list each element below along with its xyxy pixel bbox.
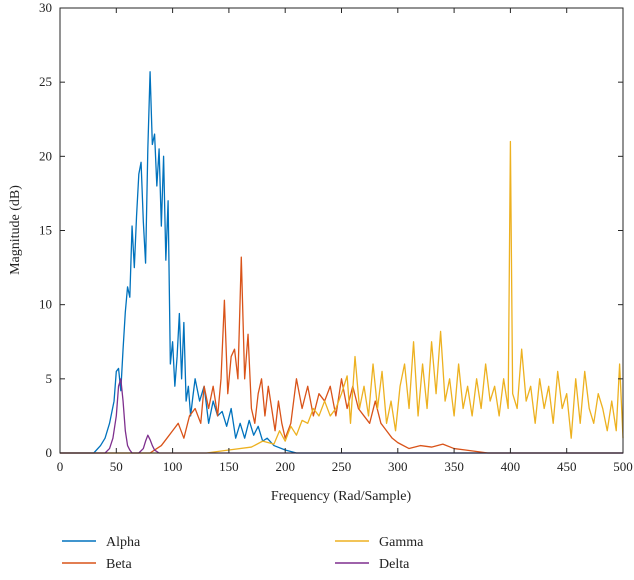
tick-layer: 0 50 100 150 200 250 300 350 400 450 500 0 5 10 15 20 25… xyxy=(39,0,633,474)
legend-item-alpha: Alpha xyxy=(62,535,141,550)
y-tick-label: 5 xyxy=(46,371,53,386)
y-axis-label: Magnitude (dB) xyxy=(8,185,23,275)
legend-label: Delta xyxy=(379,557,410,572)
x-tick-label: 450 xyxy=(557,459,577,474)
y-tick-label: 30 xyxy=(39,0,52,15)
legend-item-delta: Delta xyxy=(335,557,410,572)
x-tick-label: 500 xyxy=(613,459,633,474)
x-tick-label: 150 xyxy=(219,459,239,474)
legend-label: Beta xyxy=(106,557,132,572)
legend: Alpha Beta Gamma Delta xyxy=(62,535,424,572)
series-line-gamma xyxy=(60,140,624,454)
y-tick-label: 10 xyxy=(39,297,52,312)
legend-item-gamma: Gamma xyxy=(335,535,424,550)
x-tick-label: 400 xyxy=(501,459,521,474)
legend-label: Gamma xyxy=(379,535,424,550)
x-tick-label: 300 xyxy=(388,459,408,474)
legend-label: Alpha xyxy=(106,535,141,550)
x-axis-label: Frequency (Rad/Sample) xyxy=(271,489,412,504)
x-tick-label: 250 xyxy=(332,459,352,474)
series-line-alpha xyxy=(60,71,623,454)
series-line-beta xyxy=(60,256,623,454)
y-tick-label: 20 xyxy=(39,148,52,163)
x-tick-label: 50 xyxy=(110,459,123,474)
y-tick-label: 15 xyxy=(39,223,52,238)
y-tick-label: 25 xyxy=(39,74,52,89)
x-tick-label: 100 xyxy=(163,459,183,474)
x-tick-label: 200 xyxy=(275,459,295,474)
x-tick-label: 350 xyxy=(444,459,464,474)
y-tick-label: 0 xyxy=(46,445,53,460)
x-tick-label: 0 xyxy=(57,459,64,474)
legend-item-beta: Beta xyxy=(62,557,132,572)
